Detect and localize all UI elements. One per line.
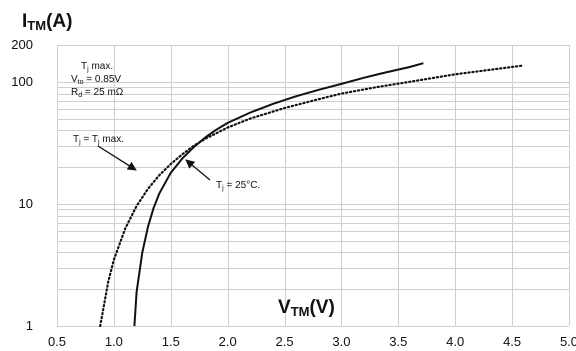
series-label-tj-max: Tj = Tj max.: [73, 134, 124, 146]
annotation-line-1: Tj max.: [81, 61, 113, 73]
x-tick-label-4: 2.5: [276, 334, 294, 349]
annotation-line-3: Rd = 25 mΩ: [71, 87, 124, 99]
y-tick-label-1: 10: [19, 196, 33, 211]
x-tick-label-7: 4.0: [446, 334, 464, 349]
x-tick-label-9: 5.0: [560, 334, 576, 349]
x-tick-label-1: 1.0: [105, 334, 123, 349]
series-line-tj-max: [100, 66, 523, 327]
series-line-tj-25c: [134, 63, 423, 326]
arrow-tj-25c: [186, 160, 210, 180]
x-tick-label-2: 1.5: [162, 334, 180, 349]
y-tick-label-3: 200: [11, 37, 33, 52]
parameter-annotation: Tj max. Vto = 0.85V Rd = 25 mΩ: [71, 61, 124, 99]
y-axis-title: ITM(A): [22, 11, 72, 33]
y-tick-label-0: 1: [26, 318, 33, 333]
arrow-tj-max: [98, 146, 136, 170]
x-tick-label-8: 4.5: [503, 334, 521, 349]
x-tick-label-5: 3.0: [332, 334, 350, 349]
series-layer: [100, 63, 523, 326]
x-tick-label-6: 3.5: [389, 334, 407, 349]
annotation-line-2: Vto = 0.85V: [71, 74, 121, 86]
x-tick-label-3: 2.0: [219, 334, 237, 349]
x-tick-label-0: 0.5: [48, 334, 66, 349]
grid: [57, 45, 570, 327]
y-tick-label-2: 100: [11, 74, 33, 89]
x-axis-title: VTM(V): [278, 297, 335, 319]
series-label-tj-25c: Tj = 25°C.: [216, 180, 260, 192]
